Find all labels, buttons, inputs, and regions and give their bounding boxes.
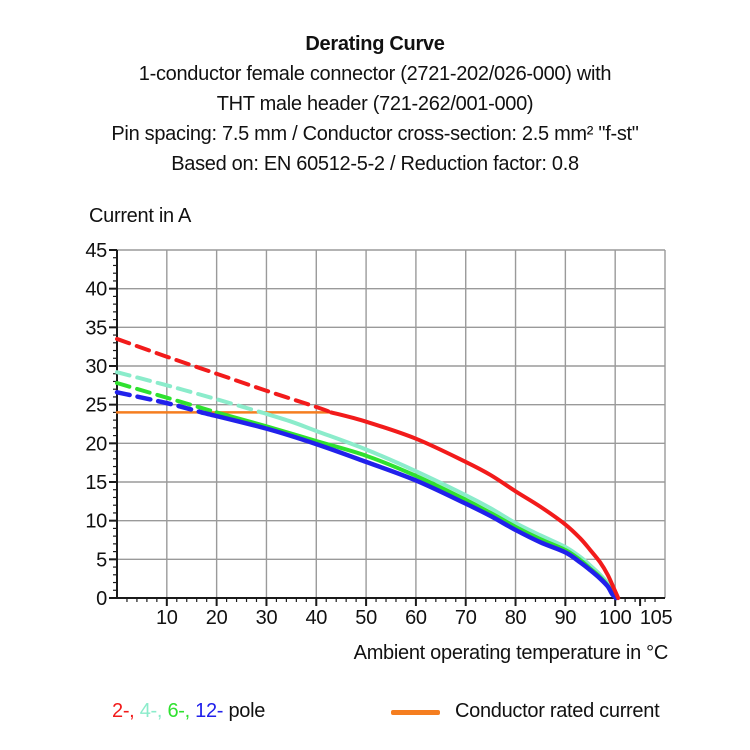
- x-tick-label: 105: [640, 607, 673, 629]
- y-tick-label: 35: [85, 317, 107, 339]
- x-tick-label: 50: [355, 607, 377, 629]
- y-tick-label: 45: [85, 240, 107, 262]
- x-tick-label: 70: [455, 607, 477, 629]
- curve-2-pole-dashed: [115, 336, 334, 415]
- legend-pole-label: 6-,: [167, 700, 190, 722]
- y-tick-label: 5: [96, 549, 107, 571]
- y-axis-title: Current in A: [89, 205, 192, 227]
- chart-title: Derating Curve: [305, 33, 445, 55]
- chart-subtitle-line: 1-conductor female connector (2721-202/0…: [138, 63, 612, 85]
- chart-subtitle-line: THT male header (721-262/001-000): [216, 93, 534, 115]
- curve-12-pole-solid: [199, 410, 619, 601]
- chart-subtitle-line: Pin spacing: 7.5 mm / Conductor cross-se…: [111, 123, 639, 145]
- legend-pole-label: 12-: [195, 700, 224, 722]
- chart-subtitle-block: 1-conductor female connector (2721-202/0…: [0, 59, 750, 179]
- chart-subtitle-line: Based on: EN 60512-5-2 / Reduction facto…: [171, 153, 579, 175]
- x-tick-label: 90: [555, 607, 577, 629]
- x-tick-label: 20: [206, 607, 228, 629]
- y-tick-label: 0: [96, 588, 107, 610]
- curve-6-pole-dashed: [115, 381, 219, 415]
- chart-title-block: Derating Curve 1-conductor female connec…: [0, 30, 750, 179]
- plot-area: 0 5 10 15 20 25 30 35 40 45 10 20 30 40 50 60 70 80 90 100 1…: [85, 240, 672, 629]
- x-tick-label: 40: [305, 607, 327, 629]
- y-tick-label: 25: [85, 395, 107, 417]
- legend-rated-current: Conductor rated current: [391, 700, 660, 723]
- y-tick-label: 30: [85, 356, 107, 378]
- x-axis-title: Ambient operating temperature in °C: [354, 642, 668, 664]
- y-tick-label: 40: [85, 279, 107, 301]
- legend-pole-label: 2-,: [112, 700, 135, 722]
- legend-poles: 2-, 4-, 6-, 12- pole: [112, 700, 265, 723]
- y-tick-label: 20: [85, 433, 107, 455]
- legend-pole-suffix: pole: [228, 700, 266, 722]
- x-tick-label: 30: [256, 607, 278, 629]
- curve-2-pole-solid: [329, 410, 621, 600]
- curve-4-pole-dashed: [115, 370, 264, 415]
- rated-current-line-swatch: [391, 710, 440, 715]
- rated-current-label: Conductor rated current: [455, 700, 660, 722]
- x-tick-label: 60: [405, 607, 427, 629]
- x-tick-label: 100: [599, 607, 632, 629]
- y-tick-label: 10: [85, 511, 107, 533]
- x-tick-label: 80: [505, 607, 527, 629]
- legend-pole-label: 4-,: [139, 700, 163, 722]
- y-tick-label: 15: [85, 472, 107, 494]
- x-tick-label: 10: [156, 607, 178, 629]
- legend-row: 2-, 4-, 6-, 12- pole Conductor rated cur…: [0, 700, 750, 730]
- curve-12-pole-dashed: [114, 390, 204, 415]
